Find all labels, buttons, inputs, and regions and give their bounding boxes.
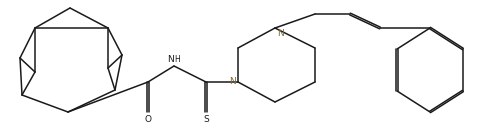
Text: N: N bbox=[167, 55, 173, 64]
Text: N: N bbox=[229, 76, 236, 86]
Text: N: N bbox=[277, 29, 284, 38]
Text: S: S bbox=[203, 115, 209, 124]
Text: H: H bbox=[174, 55, 180, 64]
Text: O: O bbox=[144, 115, 152, 124]
